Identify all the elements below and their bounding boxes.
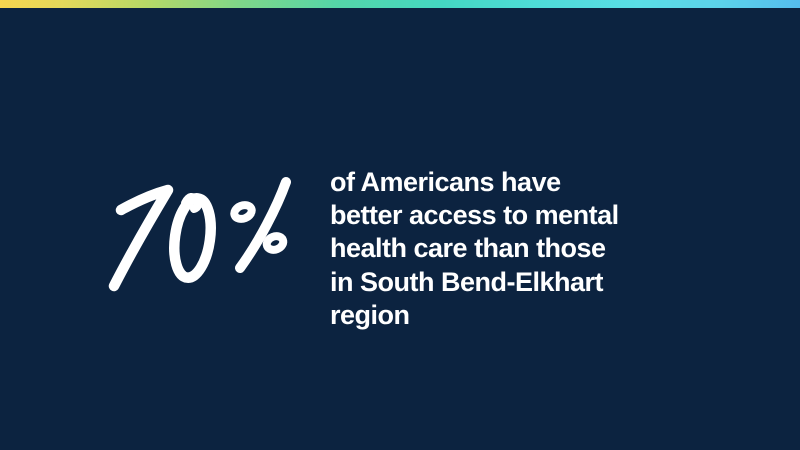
stat-description-line: in South Bend-Elkhart (330, 266, 603, 297)
percent-ring-bottom-stroke (262, 232, 288, 254)
stat-description: of Americans have better access to menta… (330, 166, 619, 332)
percent-ring-top-stroke (230, 201, 256, 223)
stat-description-line: of Americans have (330, 167, 561, 197)
digit-seven-stroke (108, 184, 174, 292)
stat-value-figure: 70% (100, 168, 300, 300)
stat-description-line: health care than those (330, 233, 606, 264)
seventy-percent-handwritten-illustration (108, 177, 291, 292)
accent-gradient-bar (0, 0, 800, 8)
digit-zero-curl-stroke (181, 193, 202, 213)
stat-description-line: better access to mental (330, 200, 619, 231)
stat-description-line: region (330, 299, 410, 330)
percent-slash-stroke (235, 177, 291, 273)
